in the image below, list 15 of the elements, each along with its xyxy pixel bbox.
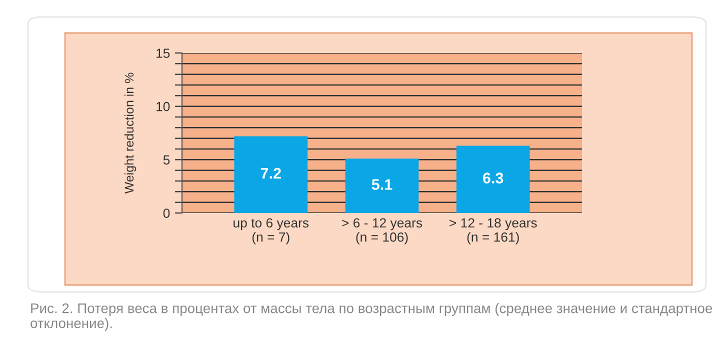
bar <box>345 158 419 213</box>
y-tick-label: 0 <box>163 208 170 218</box>
bar <box>234 136 308 213</box>
data-label: 7.2 <box>260 168 281 179</box>
text: Рис. 2. Потеря веса в процентах от массы тела по возрастным группам (среднее значение и стандартное отклонение). <box>30 303 712 331</box>
x-tick-label: > 6 - 12 years (n = 106) <box>342 218 422 244</box>
x-tick-label: > 12 - 18 years (n = 161) <box>450 218 537 244</box>
x-tick-label: up to 6 years (n = 7) <box>234 218 309 244</box>
y-tick-label: 5 <box>163 155 170 165</box>
data-label: 5.1 <box>372 179 392 190</box>
y-tick-label: 15 <box>156 48 170 58</box>
y-tick-label: 10 <box>156 102 170 112</box>
data-label: 6.3 <box>483 172 504 184</box>
y-axis-title: Weight reduction in % <box>124 72 136 194</box>
bar <box>456 146 530 213</box>
